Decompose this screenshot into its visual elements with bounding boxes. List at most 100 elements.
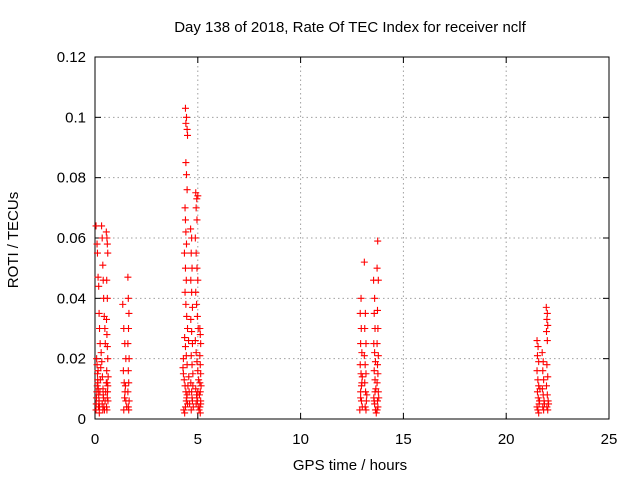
data-point (93, 370, 101, 378)
data-point (535, 409, 543, 417)
data-point (93, 355, 101, 363)
data-point (182, 397, 190, 405)
data-point (125, 355, 133, 363)
data-point (542, 328, 550, 336)
data-point (119, 300, 127, 308)
data-point (362, 370, 370, 378)
chart-title: Day 138 of 2018, Rate Of TEC Index for r… (174, 19, 526, 36)
data-point (194, 192, 202, 200)
data-point (125, 379, 133, 387)
data-point (195, 376, 203, 384)
data-point (534, 343, 542, 351)
data-point (193, 300, 201, 308)
data-point (125, 309, 133, 317)
data-point (196, 352, 204, 360)
data-point (182, 300, 190, 308)
data-point (124, 294, 132, 302)
data-point (544, 321, 552, 329)
data-point (543, 391, 551, 399)
data-point (99, 391, 107, 399)
data-point (373, 264, 381, 272)
data-point (183, 186, 191, 194)
data-point (182, 113, 190, 121)
data-point (356, 406, 364, 414)
data-point (98, 358, 106, 366)
data-point (197, 340, 205, 348)
y-tick-label: 0.02 (57, 351, 86, 368)
axis-ticks: 0 5 10 15 20 25 0 0.02 0.04 0.06 0.08 0.1 0.12 (57, 49, 618, 448)
data-point (183, 125, 191, 133)
data-point (544, 406, 552, 414)
data-point (192, 204, 200, 212)
data-point (542, 303, 550, 311)
data-point (124, 273, 132, 281)
data-point (93, 361, 101, 369)
data-point (103, 379, 111, 387)
data-point (374, 237, 382, 245)
data-point (362, 406, 370, 414)
data-point (362, 388, 370, 396)
data-point (196, 403, 204, 411)
data-point (193, 216, 201, 224)
data-point (361, 379, 369, 387)
data-point (374, 352, 382, 360)
data-point (196, 361, 204, 369)
data-point (181, 104, 189, 112)
data-point (95, 282, 103, 290)
data-point (358, 373, 366, 381)
data-point (197, 370, 205, 378)
data-point (103, 294, 111, 302)
x-tick-label: 20 (498, 431, 515, 448)
data-point (188, 328, 196, 336)
data-point (188, 361, 196, 369)
data-point (125, 406, 133, 414)
y-tick-label: 0.08 (57, 170, 86, 187)
data-point (542, 382, 550, 390)
data-point (544, 373, 552, 381)
data-point (373, 306, 381, 314)
data-point (192, 349, 200, 357)
data-point (103, 315, 111, 323)
data-point (182, 171, 190, 179)
data-point (179, 364, 187, 372)
data-point (370, 367, 378, 375)
data-point (125, 397, 133, 405)
data-point (124, 340, 132, 348)
data-point (187, 406, 195, 414)
data-point (185, 337, 193, 345)
x-tick-label: 0 (91, 431, 99, 448)
data-point (360, 352, 368, 360)
data-point (540, 376, 548, 384)
data-point (362, 397, 370, 405)
data-point (533, 352, 541, 360)
x-tick-label: 10 (292, 431, 309, 448)
data-point (103, 240, 111, 248)
data-point (104, 388, 112, 396)
data-point (187, 352, 195, 360)
data-point (193, 358, 201, 366)
data-point (362, 340, 370, 348)
data-point (373, 361, 381, 369)
data-point (194, 276, 202, 284)
data-point (187, 225, 195, 233)
data-point (196, 325, 204, 332)
data-point (374, 388, 382, 396)
data-point (196, 388, 204, 396)
data-point (545, 400, 553, 408)
data-point (182, 159, 190, 167)
data-point (125, 325, 133, 332)
data-point (535, 382, 543, 390)
data-point (183, 312, 191, 320)
data-point (191, 337, 199, 345)
data-point (543, 315, 551, 323)
y-tick-label: 0 (78, 411, 86, 428)
data-point (357, 294, 365, 302)
data-point (193, 195, 201, 203)
data-point (373, 379, 381, 387)
data-point (371, 294, 379, 302)
data-point (195, 391, 203, 399)
data-point (539, 367, 547, 375)
data-point (360, 258, 368, 266)
y-tick-label: 0.04 (57, 290, 86, 307)
